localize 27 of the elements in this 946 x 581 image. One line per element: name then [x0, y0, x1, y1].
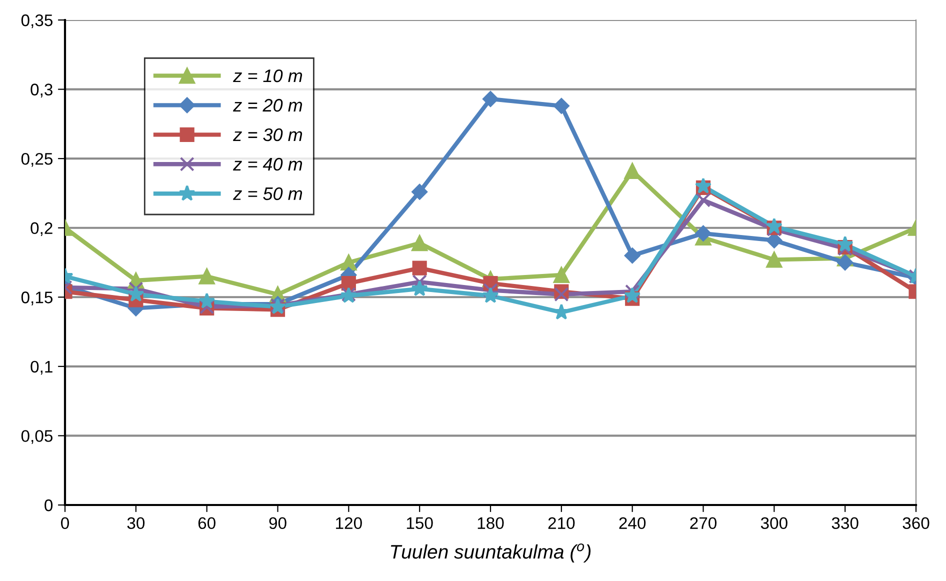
x-tick-label: 360 — [902, 517, 930, 530]
legend-label: z = 10 m — [233, 69, 302, 82]
y-tick-label: 0,1 — [30, 360, 52, 375]
x-tick-label: 0 — [61, 517, 69, 530]
x-tick-label: 300 — [760, 517, 788, 530]
legend-label: z = 40 m — [233, 158, 302, 171]
legend-label: z = 50 m — [233, 187, 302, 200]
legend-label: z = 30 m — [233, 128, 302, 142]
y-tick-label: 0,15 — [21, 292, 52, 306]
x-tick-label: 240 — [619, 517, 646, 530]
x-tick-label: 150 — [406, 517, 433, 530]
x-tick-label: 30 — [127, 517, 145, 530]
y-tick-label: 0,25 — [21, 152, 52, 167]
x-tick-label: 90 — [269, 517, 286, 530]
y-tick-label: 0,2 — [30, 222, 52, 236]
y-tick-label: 0 — [44, 499, 53, 512]
y-tick-label: 0,35 — [21, 14, 52, 28]
y-tick-label: 0,05 — [21, 430, 52, 444]
x-axis-title: Tuulen suuntakulma ($^{o}$) — [390, 543, 591, 563]
x-tick-label: 330 — [832, 517, 858, 530]
x-tick-label: 60 — [198, 517, 216, 530]
x-tick-label: 120 — [336, 517, 362, 530]
y-tick-label: 0,3 — [30, 84, 52, 98]
x-tick-label: 210 — [548, 517, 575, 530]
legend-label: z = 20 m — [233, 98, 302, 112]
x-tick-label: 270 — [690, 517, 717, 530]
x-tick-label: 180 — [478, 517, 504, 530]
